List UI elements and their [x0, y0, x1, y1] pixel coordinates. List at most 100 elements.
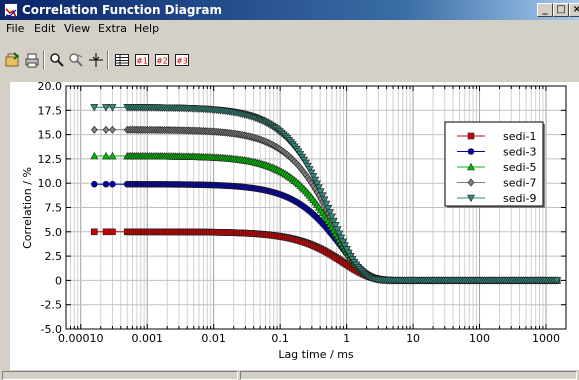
toolbar: #1 #2 #3 [0, 38, 579, 82]
data-point-sedi-9 [329, 217, 338, 226]
menu-file[interactable]: File [6, 22, 25, 35]
x-tick-label: 0.00010 [58, 332, 104, 345]
legend-marker-sedi-7 [467, 178, 475, 187]
restore-button[interactable]: □ [553, 3, 569, 17]
menu-extra[interactable]: Extra [98, 22, 128, 35]
toolbar-separator [107, 50, 109, 70]
y-tick-label: 0 [55, 274, 62, 287]
data-point-sedi-9 [102, 104, 111, 112]
table-icon[interactable] [114, 52, 130, 68]
data-point-sedi-3 [91, 180, 98, 188]
x-axis-label: Lag time / ms [278, 348, 354, 361]
data-point-sedi-5 [90, 151, 99, 160]
data-point-sedi-9 [311, 176, 320, 185]
data-point-sedi-9 [337, 234, 346, 243]
y-tick-label: 2.5 [45, 250, 63, 263]
data-point-sedi-7 [109, 125, 116, 134]
data-point-sedi-9 [327, 213, 336, 222]
svg-text:#2: #2 [156, 57, 168, 66]
status-pane-right [240, 371, 577, 380]
svg-text:#1: #1 [136, 57, 148, 66]
x-tick-label: 0.001 [131, 332, 163, 345]
close-button[interactable]: × [569, 3, 579, 17]
legend-marker-sedi-3 [467, 148, 475, 155]
x-tick-label: 1000 [532, 332, 560, 345]
y-tick-label: -2.5 [41, 299, 62, 312]
menu-view[interactable]: View [64, 22, 91, 35]
data-point-sedi-3 [102, 180, 110, 188]
data-point-sedi-9 [340, 242, 349, 250]
menu-help[interactable]: Help [134, 22, 160, 35]
data-point-sedi-9 [322, 200, 331, 209]
data-point-sedi-9 [331, 222, 340, 230]
minimize-button[interactable]: _ [537, 3, 553, 17]
data-point-sedi-9 [108, 104, 117, 112]
toolbar-separator [43, 50, 45, 70]
data-point-sedi-9 [90, 104, 99, 112]
chart-legend: sedi-1 sedi-3 sedi-5 sedi-7 sedi-9 [444, 121, 545, 208]
data-point-sedi-9 [324, 204, 333, 213]
zoom-in-icon[interactable] [49, 52, 65, 68]
zoom-out-icon[interactable] [68, 52, 84, 68]
legend-label-sedi-1: sedi-1 [503, 130, 537, 143]
x-tick-label: 0.01 [201, 332, 226, 345]
diagram-1-icon[interactable]: #1 [134, 52, 150, 68]
menu-edit[interactable]: Edit [34, 22, 56, 35]
data-point-sedi-5 [108, 151, 117, 160]
y-tick-label: 5.0 [45, 226, 63, 239]
data-point-sedi-1 [102, 228, 110, 236]
data-point-sedi-7 [102, 125, 110, 134]
data-point-sedi-9 [335, 230, 344, 239]
status-pane-left [2, 371, 238, 380]
legend-marker-sedi-1 [467, 132, 475, 140]
series-sedi-9 [90, 104, 562, 285]
correlation-chart[interactable]: 0.00010 0.001 0.01 0.1 1 10 100 1000 -5.0 -2.5 0 2.… [10, 80, 579, 370]
data-point-sedi-9 [313, 180, 322, 188]
print-icon[interactable] [24, 52, 40, 68]
x-tick-label: 10 [406, 332, 420, 345]
title-bar[interactable]: Correlation Function Diagram _ □ × [0, 0, 579, 20]
x-tick-label: 1 [343, 332, 350, 345]
window-title: Correlation Function Diagram [22, 3, 222, 17]
cursor-icon[interactable] [88, 52, 104, 68]
y-tick-label: 20.0 [38, 82, 63, 93]
data-point-sedi-9 [314, 184, 323, 192]
status-bar [0, 370, 579, 380]
legend-marker-sedi-5 [466, 162, 476, 171]
data-point-sedi-1 [91, 228, 98, 236]
data-point-sedi-9 [320, 196, 329, 204]
y-tick-label: -5.0 [41, 323, 62, 336]
open-icon[interactable] [5, 52, 21, 68]
data-point-sedi-9 [309, 173, 318, 181]
x-tick-label: 100 [469, 332, 490, 345]
y-tick-label: 17.5 [38, 104, 63, 117]
legend-label-sedi-7: sedi-7 [503, 177, 537, 190]
y-axis-label: Correlation / % [21, 167, 34, 249]
data-point-sedi-1 [109, 228, 116, 236]
data-point-sedi-7 [90, 125, 98, 134]
y-tick-label: 7.5 [45, 202, 63, 215]
data-point-sedi-3 [109, 180, 116, 188]
data-point-sedi-9 [318, 192, 327, 200]
y-tick-label: 15.0 [38, 129, 63, 142]
app-icon [4, 3, 18, 18]
data-point-sedi-9 [316, 188, 325, 196]
menu-bar: File Edit View Extra Help [0, 20, 579, 38]
legend-label-sedi-3: sedi-3 [503, 146, 537, 159]
data-point-sedi-9 [333, 226, 342, 234]
series-markers [90, 104, 562, 285]
diagram-3-icon[interactable]: #3 [174, 52, 190, 68]
data-point-sedi-5 [102, 151, 111, 160]
diagram-2-icon[interactable]: #2 [154, 52, 170, 68]
x-tick-label: 0.1 [271, 332, 289, 345]
data-point-sedi-9 [553, 277, 562, 285]
y-tick-label: 10.0 [38, 177, 63, 190]
y-tick-label: 12.5 [38, 153, 63, 166]
legend-marker-sedi-9 [466, 194, 476, 203]
legend-label-sedi-5: sedi-5 [503, 161, 537, 174]
chart-axes: 0.00010 0.001 0.01 0.1 1 10 100 1000 -5.0 -2.5 0 2.… [38, 80, 567, 345]
svg-text:#3: #3 [176, 57, 188, 66]
data-point-sedi-9 [326, 209, 335, 217]
legend-label-sedi-9: sedi-9 [503, 192, 537, 205]
